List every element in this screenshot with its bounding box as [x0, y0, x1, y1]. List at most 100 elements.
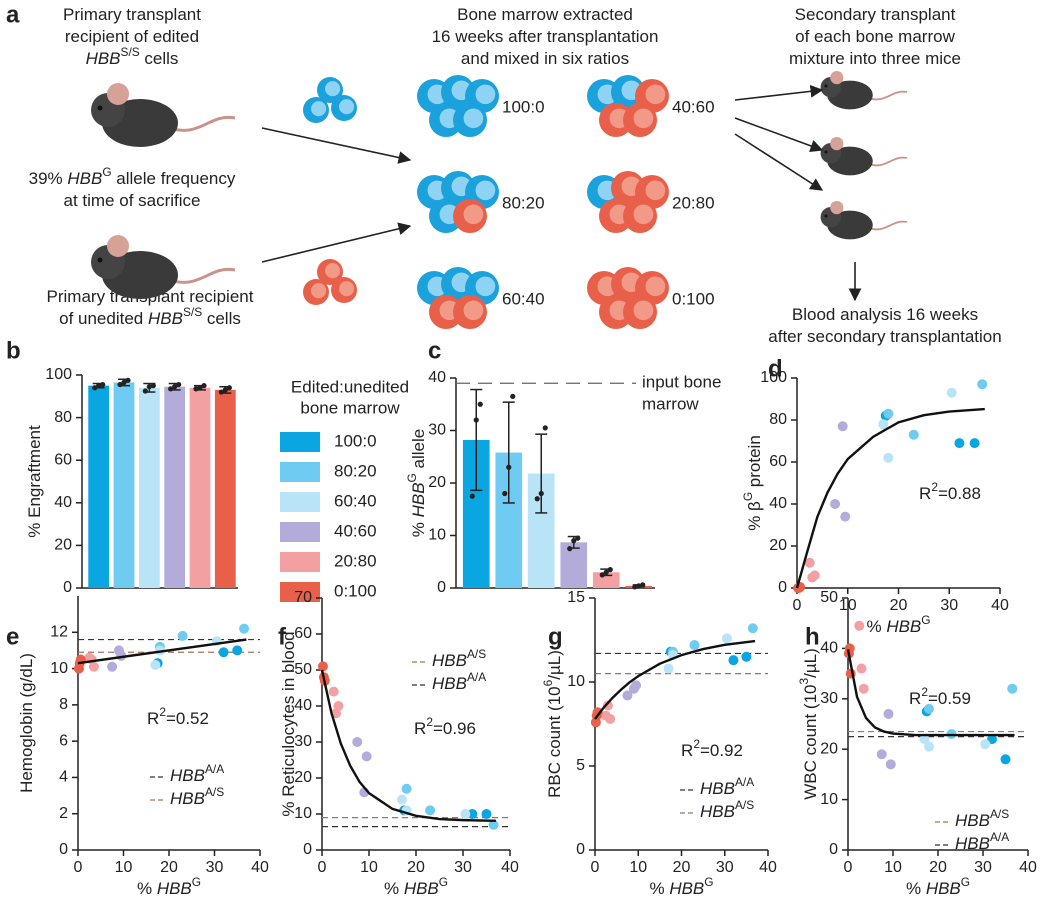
text-part: and mixed in six ratios: [461, 49, 629, 68]
legend-swatch: [280, 522, 320, 542]
text-part: R: [681, 741, 693, 760]
data-point: [534, 496, 540, 502]
data-point: [924, 741, 934, 752]
mouse-ear: [830, 201, 844, 215]
legend-label: 100:0: [334, 431, 377, 450]
legend-label: HBBA/A: [700, 775, 754, 798]
bar: [189, 387, 211, 588]
legend-label: 80:20: [334, 461, 377, 480]
x-tick-label: 0: [318, 859, 327, 876]
y-tick-label: 20: [54, 537, 72, 554]
mouse-eye: [97, 257, 103, 263]
annotation: R2=0.52: [147, 705, 209, 728]
mouse-icon: [820, 137, 908, 176]
data-point: [176, 381, 182, 388]
data-point: [117, 381, 123, 388]
x-axis-label: % HBBG: [866, 613, 930, 636]
text-part: G: [704, 875, 713, 889]
x-axis-label: % HBBG: [137, 875, 201, 898]
cell-core: [475, 180, 496, 201]
y-tick-label: 100: [760, 369, 787, 386]
y-tick-label: 10: [428, 527, 446, 544]
text-part: %: [866, 617, 886, 636]
cell-core: [633, 300, 654, 321]
arrow: [734, 84, 824, 101]
text-part: Hemoglobin (g/dL): [17, 653, 36, 793]
y-axis-label: Hemoglobin (g/dL): [17, 653, 36, 793]
cell-core: [339, 281, 355, 297]
y-tick-label: 20: [294, 769, 312, 786]
text-part: R: [147, 709, 159, 728]
data-point: [100, 381, 106, 388]
data-point: [663, 663, 674, 674]
data-point: [361, 751, 372, 762]
data-point: [121, 379, 127, 386]
data-point: [88, 661, 99, 672]
text-part: WBC count (10: [801, 685, 820, 800]
text-part: Secondary transplant: [795, 5, 956, 24]
x-tick-label: 20: [929, 859, 947, 876]
legend-label: HBBA/S: [955, 807, 1009, 830]
data-point: [538, 490, 544, 497]
x-tick-label: 40: [991, 597, 1009, 614]
text-part: HBB: [157, 879, 192, 898]
panel-letter: g: [548, 623, 563, 650]
cell-core: [645, 180, 666, 201]
text-part: R: [909, 689, 921, 708]
mouse-icon: [91, 83, 236, 147]
data-point: [107, 661, 118, 672]
data-point: [747, 623, 758, 634]
data-point: [809, 570, 820, 581]
text-part: HBB: [67, 169, 102, 188]
text-part: 3: [797, 678, 811, 685]
x-tick-label: 0: [844, 859, 853, 876]
data-point: [575, 535, 581, 541]
data-point: [1007, 683, 1018, 694]
data-point: [467, 809, 478, 819]
cell-core: [645, 84, 666, 105]
text-part: at time of sacrifice: [64, 191, 201, 210]
data-point: [232, 645, 243, 656]
text-part: recipient of edited: [65, 27, 199, 46]
data-point: [954, 438, 965, 449]
y-tick-label: 30: [428, 422, 446, 439]
annotation: R2=0.59: [909, 685, 971, 708]
legend-label: HBBA/A: [955, 830, 1009, 853]
data-point: [317, 661, 328, 672]
text-part: HBB: [409, 482, 428, 517]
data-point: [605, 713, 616, 724]
data-point: [125, 377, 131, 383]
text-part: protein: [745, 435, 764, 492]
data-point: [640, 582, 646, 588]
data-point: [632, 584, 638, 590]
diagram-text: and mixed in six ratios: [461, 49, 629, 68]
legend-swatch: [280, 582, 320, 602]
data-point: [150, 659, 161, 670]
data-point: [502, 490, 508, 497]
y-tick-label: 0: [829, 841, 838, 858]
text-part: =0.52: [166, 709, 209, 728]
fit-curve: [77, 638, 247, 665]
text-part: of each bone marrow: [795, 27, 955, 46]
data-point: [469, 493, 475, 499]
ratio-label: 100:0: [502, 97, 545, 116]
data-point: [460, 809, 471, 819]
data-point: [401, 783, 412, 794]
text-part: % β: [745, 501, 764, 531]
y-tick-label: 60: [769, 453, 787, 470]
data-point: [804, 557, 815, 568]
y-tick-label: 2: [59, 805, 68, 822]
text-part: cells: [140, 49, 179, 68]
data-point: [488, 819, 499, 830]
mouse-tail: [867, 90, 908, 101]
data-point: [146, 384, 152, 390]
panel-letter: h: [805, 623, 820, 650]
data-point: [854, 620, 865, 631]
text-part: Blood analysis 16 weeks: [792, 305, 978, 324]
y-axis-label: % βG protein: [741, 435, 764, 531]
text-part: 2: [693, 737, 700, 751]
y-tick-label: 40: [294, 697, 312, 714]
legend-label: HBBA/S: [700, 798, 754, 821]
data-point: [481, 809, 492, 819]
text-part: A/A: [735, 775, 754, 789]
